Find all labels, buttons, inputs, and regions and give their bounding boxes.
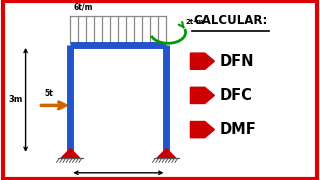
Text: DFN: DFN bbox=[219, 54, 254, 69]
Text: 2t-m: 2t-m bbox=[186, 19, 204, 25]
Text: 6t/m: 6t/m bbox=[74, 3, 93, 12]
Text: DMF: DMF bbox=[219, 122, 256, 137]
Polygon shape bbox=[157, 148, 176, 158]
Polygon shape bbox=[61, 148, 80, 158]
FancyArrow shape bbox=[190, 87, 214, 104]
Text: 3m: 3m bbox=[9, 95, 23, 104]
Text: CALCULAR:: CALCULAR: bbox=[193, 14, 268, 27]
FancyArrow shape bbox=[190, 122, 214, 138]
Text: DFC: DFC bbox=[219, 88, 252, 103]
FancyArrow shape bbox=[190, 53, 214, 69]
Text: 5t: 5t bbox=[45, 89, 53, 98]
